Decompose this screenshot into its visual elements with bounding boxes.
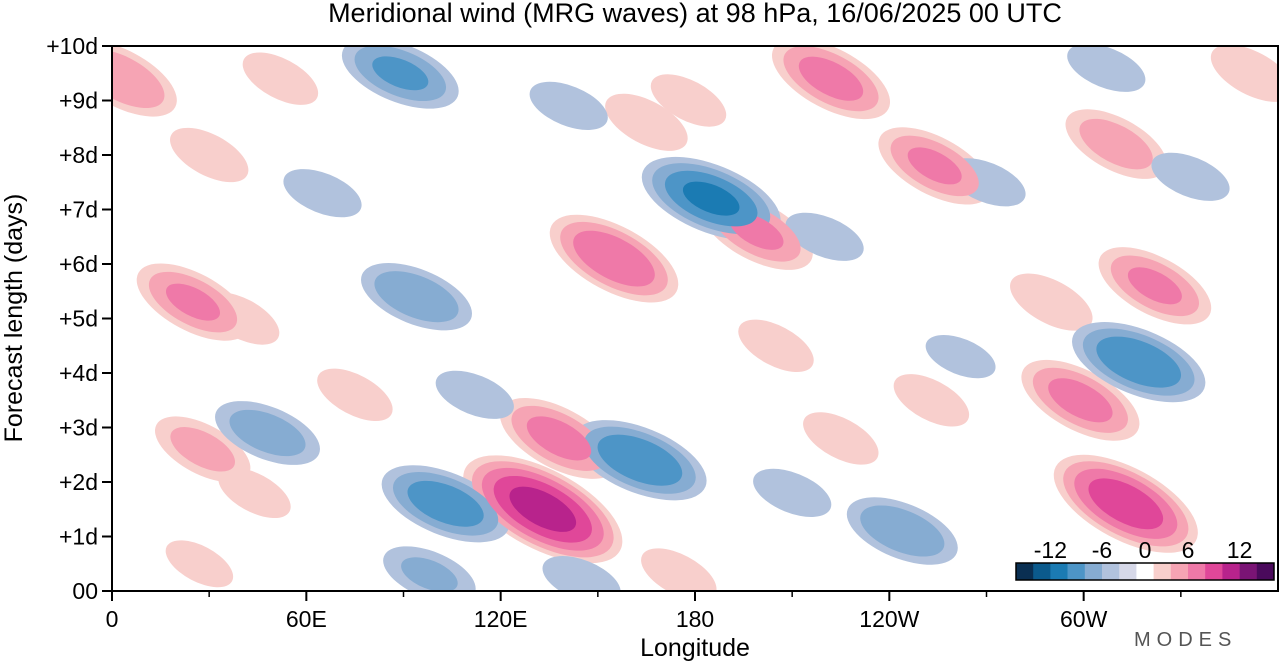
contour-neg-32-0 [435, 370, 514, 419]
colorbar-swatch [1033, 563, 1051, 580]
contour-pos-17-0 [641, 548, 717, 591]
colorbar-swatch [1016, 563, 1034, 580]
contour-pos-23-1 [1079, 118, 1153, 170]
colorbar-frame [1015, 562, 1275, 581]
colorbar-tick-label: -6 [1092, 537, 1112, 563]
colorbar: -12 -6 0 6 12 [1015, 537, 1275, 581]
contour-neg-39-0 [753, 468, 832, 518]
contour-field [112, 46, 1278, 591]
contour-neg-37-3 [682, 181, 740, 216]
colorbar-swatch [1170, 563, 1189, 580]
contour-neg-36-0 [542, 555, 621, 591]
colorbar-swatch [1050, 563, 1068, 580]
contour-pos-19-2 [907, 147, 962, 185]
contour-neg-38-0 [785, 212, 864, 261]
x-tick-label: 0 [106, 606, 119, 632]
contour-pos-16-2 [798, 56, 864, 101]
contour-pos-25-3 [1088, 478, 1164, 530]
x-tick-label: 60E [286, 606, 327, 632]
contour-pos-11-2 [573, 230, 655, 287]
contour-neg-29-1 [374, 271, 459, 323]
contour-pos-0-1 [112, 49, 165, 109]
colorbar-swatch [1256, 563, 1275, 580]
contour-pos-1-0 [170, 127, 249, 183]
contour-neg-45-0 [1067, 46, 1146, 92]
colorbar-swatch [1067, 563, 1086, 580]
x-tick-label: 120E [474, 606, 528, 632]
colorbar-swatch [1188, 563, 1206, 580]
contour-pos-21-2 [1048, 378, 1113, 423]
colorbar-swatch [1102, 563, 1120, 580]
contour-neg-31-2 [407, 480, 484, 527]
colorbar-swatch [1119, 563, 1137, 580]
colorbar-swatch [1153, 563, 1172, 580]
x-axis: 0 60E 120E 180 120W 60W [106, 591, 1182, 632]
contour-neg-27-2 [372, 56, 429, 91]
colorbar-tick-label: 0 [1139, 537, 1152, 563]
y-tick-label: +6d [59, 251, 98, 277]
x-tick-label: 120W [859, 606, 919, 632]
contour-pos-2-0 [242, 52, 319, 105]
y-tick-label: 00 [72, 578, 98, 604]
colorbar-swatch [1084, 563, 1103, 580]
contour-neg-44-0 [1151, 152, 1230, 201]
contour-neg-30-1 [229, 409, 306, 457]
contour-pos-18-0 [803, 412, 879, 465]
y-tick-label: +1d [59, 524, 98, 550]
contour-pos-15-0 [738, 319, 814, 373]
contour-pos-9-4 [509, 486, 577, 532]
contour-pos-7-0 [317, 368, 393, 422]
colorbar-tick-label: -12 [1034, 537, 1067, 563]
colorbar-swatch [1205, 563, 1223, 580]
chart-title: Meridional wind (MRG waves) at 98 hPa, 1… [328, 0, 1062, 28]
x-axis-title: Longitude [640, 634, 750, 662]
y-tick-label: +2d [59, 469, 98, 495]
x-tick-label: 180 [676, 606, 714, 632]
brand-logo: MODES [1134, 629, 1237, 651]
contour-pos-20-0 [893, 374, 970, 427]
contour-pos-5-1 [170, 427, 236, 472]
contour-pos-12-0 [605, 93, 688, 151]
colorbar-swatch [1222, 563, 1240, 580]
contour-pos-6-0 [218, 467, 291, 519]
contour-pos-10-2 [526, 416, 592, 461]
contour-pos-13-0 [650, 74, 727, 127]
contour-pos-26-0 [1210, 46, 1278, 102]
contour-neg-34-0 [529, 81, 608, 131]
y-tick-label: +4d [59, 360, 98, 386]
y-tick-label: +7d [59, 197, 98, 223]
contour-pos-3-2 [165, 283, 221, 321]
contour-pos-8-0 [165, 540, 234, 588]
y-tick-label: +3d [59, 415, 98, 441]
contour-neg-40-1 [860, 505, 945, 557]
y-axis-title: Forecast length (days) [0, 194, 28, 443]
x-tick-label: 60W [1060, 606, 1108, 632]
y-tick-label: +10d [46, 33, 98, 59]
colorbar-swatch [1136, 563, 1154, 580]
contour-neg-33-1 [401, 557, 458, 591]
y-tick-label: +9d [59, 88, 98, 114]
contour-neg-42-0 [925, 334, 996, 379]
y-axis: 00 +1d +2d +3d +4d +5d +6d +7d +8d +9d +10d [46, 33, 112, 604]
colorbar-tick-label: 6 [1182, 537, 1195, 563]
contour-pos-24-2 [1127, 267, 1182, 305]
y-tick-label: +8d [59, 142, 98, 168]
contour-neg-35-2 [597, 434, 683, 486]
contour-pos-22-0 [1010, 273, 1093, 331]
colorbar-swatch [1239, 563, 1258, 580]
y-tick-label: +5d [59, 306, 98, 332]
colorbar-tick-label: 12 [1227, 537, 1253, 563]
contour-neg-28-0 [283, 169, 362, 218]
contour-neg-43-2 [1096, 336, 1182, 388]
